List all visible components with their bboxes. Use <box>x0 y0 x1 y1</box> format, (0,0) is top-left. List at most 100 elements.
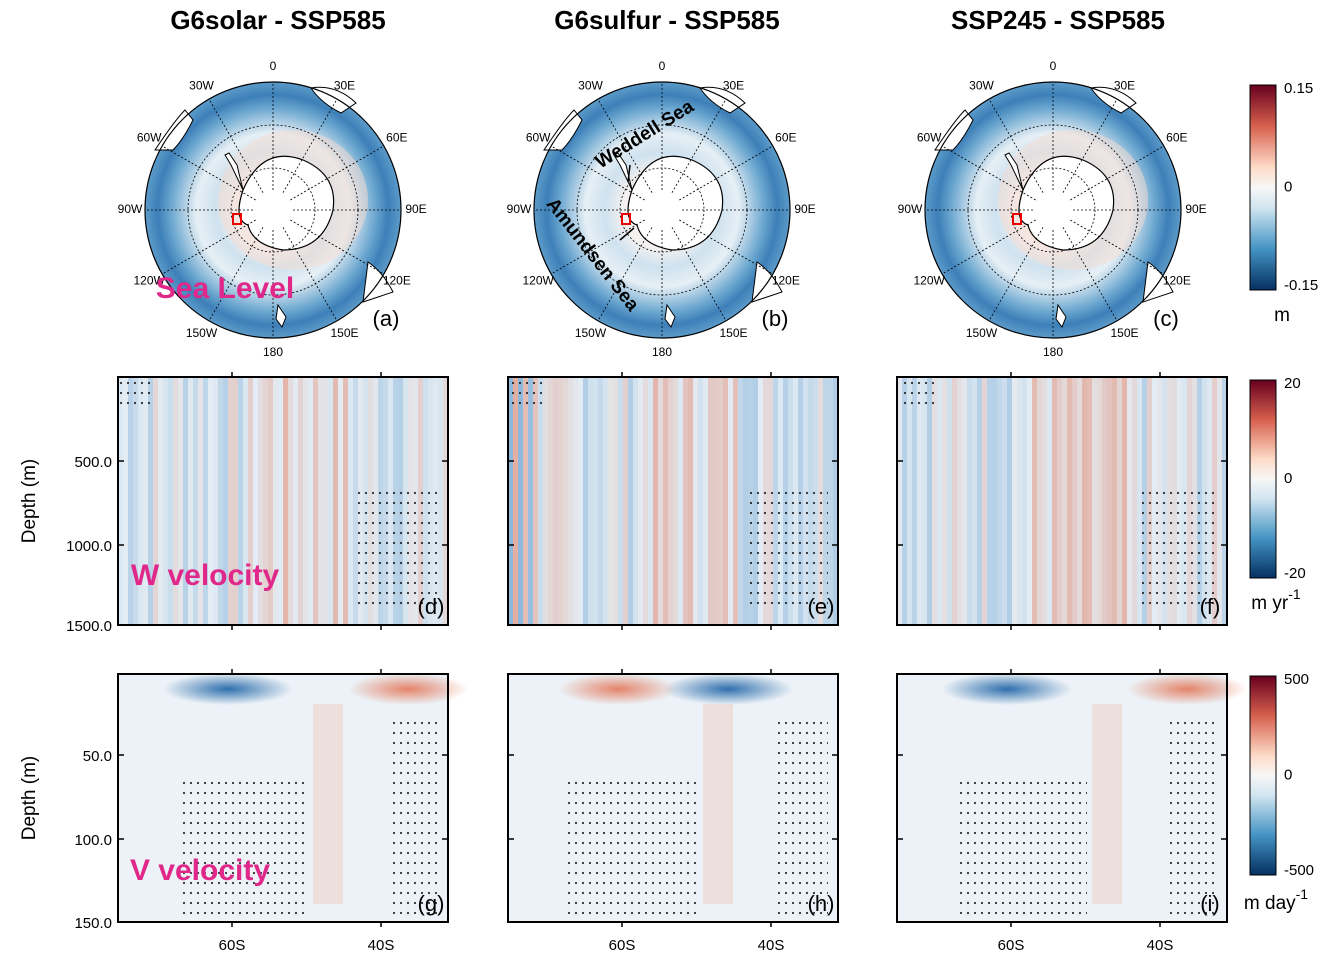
africa <box>699 86 746 114</box>
field-stripe <box>553 377 558 625</box>
new-zealand <box>664 303 676 329</box>
meridian <box>679 219 774 275</box>
new-zealand <box>275 303 287 329</box>
field-stripe <box>263 377 268 625</box>
field-stripe <box>1057 377 1062 625</box>
field-stripe <box>628 377 633 625</box>
field-stripe <box>528 377 533 625</box>
field-stripe <box>1077 377 1082 625</box>
field-stripe <box>1072 377 1077 625</box>
meridian <box>161 219 256 275</box>
field-stripe <box>648 377 653 625</box>
field-stripe <box>957 377 962 625</box>
longitude-label: 150E <box>719 326 747 340</box>
meridian <box>208 227 264 322</box>
peninsula <box>613 152 633 191</box>
field-stripe <box>927 377 932 625</box>
unit-text: m day <box>1244 893 1296 914</box>
w-velocity-panel <box>117 372 449 630</box>
field-stripe <box>293 377 298 625</box>
meridian <box>282 227 338 322</box>
meridian <box>1062 98 1118 193</box>
field-stripe <box>508 377 513 625</box>
v-velocity-panel <box>507 669 839 927</box>
longitude-label: 0 <box>1050 59 1057 73</box>
field-stripe <box>213 377 218 625</box>
latitude-tick-label: 40S <box>1147 937 1174 954</box>
longitude-label: 60W <box>917 131 942 145</box>
field-stripe <box>193 377 198 625</box>
stipple <box>899 379 934 409</box>
field-stripe <box>558 377 563 625</box>
field-stripe <box>1067 377 1072 625</box>
field-stripe <box>1122 377 1127 625</box>
field-stripe <box>298 377 303 625</box>
colorbar-tick-label: -500 <box>1284 862 1314 879</box>
peninsula <box>224 152 244 191</box>
field-stripe <box>623 377 628 625</box>
field-stripe <box>303 377 308 625</box>
field-stripe <box>1027 377 1032 625</box>
field-stripe <box>653 377 658 625</box>
meridian <box>161 145 256 201</box>
field-stripe <box>947 377 952 625</box>
depth-axis-title: Depth (m) <box>19 756 40 840</box>
field-stripe <box>683 377 688 625</box>
column-title: G6sulfur - SSP585 <box>554 5 779 35</box>
antarctica <box>238 155 335 251</box>
field-stripe <box>987 377 992 625</box>
panel-label: (f) <box>1200 594 1221 619</box>
field-stripe <box>223 377 228 625</box>
w-velocity-panel <box>507 372 839 630</box>
field-stripe <box>608 377 613 625</box>
field-stripe <box>1127 377 1132 625</box>
field-stripe <box>613 377 618 625</box>
field-stripe <box>198 377 203 625</box>
field-stripe <box>1002 377 1007 625</box>
red-core <box>1127 673 1247 705</box>
stipple <box>568 774 698 914</box>
field-stripe <box>153 377 158 625</box>
field-stripe <box>338 377 343 625</box>
longitude-label: 60E <box>386 131 407 145</box>
meridian <box>550 145 645 201</box>
stipple <box>178 774 308 914</box>
longitude-label: 150W <box>966 326 998 340</box>
field-stripe <box>148 377 153 625</box>
field-stripe <box>728 377 733 625</box>
field-stripe <box>588 377 593 625</box>
study-region <box>1012 213 1022 225</box>
meridian <box>941 219 1036 275</box>
field-stripe <box>1062 377 1067 625</box>
panel-frame <box>117 376 449 626</box>
longitude-label: 120E <box>772 274 800 288</box>
meridian <box>597 98 653 193</box>
longitude-label: 180 <box>652 345 672 359</box>
study-region <box>232 213 242 225</box>
field-stripe <box>733 377 738 625</box>
field-stripe <box>168 377 173 625</box>
longitude-label: 90W <box>898 202 923 216</box>
row-annotation: W velocity <box>131 559 280 592</box>
field-stripe <box>967 377 972 625</box>
field-stripe <box>343 377 348 625</box>
longitude-label: 60E <box>775 131 796 145</box>
colorbar <box>1249 84 1277 291</box>
polar-map <box>924 81 1182 339</box>
latitude-ring <box>533 81 791 339</box>
unit-exponent: -1 <box>1288 586 1301 602</box>
field-stripe <box>912 377 917 625</box>
polar-map <box>144 81 402 339</box>
meridian <box>282 98 338 193</box>
field-stripe <box>1047 377 1052 625</box>
field-stripe <box>443 377 448 625</box>
field-stripe <box>703 377 708 625</box>
longitude-label: 60W <box>137 131 162 145</box>
field-stripe <box>1117 377 1122 625</box>
warm-tongue <box>1092 704 1122 904</box>
field-stripe <box>288 377 293 625</box>
longitude-label: 150W <box>186 326 218 340</box>
field-stripe <box>518 377 523 625</box>
field-stripe <box>1222 377 1227 625</box>
longitude-label: 150W <box>575 326 607 340</box>
